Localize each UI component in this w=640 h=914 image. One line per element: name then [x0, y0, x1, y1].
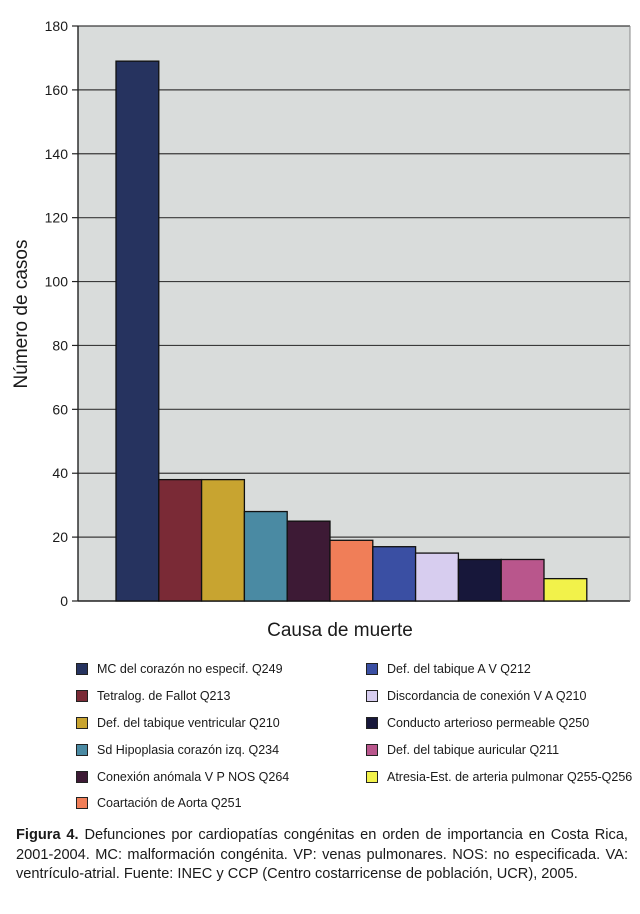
legend-swatch	[366, 663, 378, 676]
legend-item: Def. del tabique auricular Q211	[366, 736, 636, 763]
legend-item: Tetralog. de Fallot Q213	[76, 683, 366, 710]
legend-swatch	[366, 716, 378, 729]
legend-label: Atresia-Est. de arteria pulmonar Q255-Q2…	[387, 769, 633, 784]
caption-label: Figura 4.	[16, 827, 79, 843]
legend-label: Sd Hipoplasia corazón izq. Q234	[97, 742, 280, 757]
y-axis-title: Número de casos	[11, 240, 32, 389]
bar-8	[414, 552, 460, 602]
bar-11	[543, 577, 588, 602]
legend-item: Discordancia de conexión V A Q210	[366, 683, 636, 710]
bar-4	[243, 510, 288, 602]
legend-swatch	[76, 716, 88, 729]
legend-label: Def. del tabique ventricular Q210	[97, 715, 280, 730]
legend-label: Conexión anómala V P NOS Q264	[97, 769, 290, 784]
y-tick-label: 120	[45, 210, 69, 226]
legend-item: Atresia-Est. de arteria pulmonar Q255-Q2…	[366, 763, 636, 790]
legend-label: Def. del tabique auricular Q211	[387, 742, 560, 757]
legend-swatch	[366, 770, 378, 783]
legend-swatch	[76, 797, 88, 810]
legend-swatch	[76, 743, 88, 756]
bar-3	[200, 478, 246, 602]
legend-label: Def. del tabique A V Q212	[387, 662, 531, 677]
legend-label: MC del corazón no especif. Q249	[97, 662, 283, 677]
bar-10	[500, 558, 545, 602]
y-tick-label: 160	[45, 82, 69, 98]
y-tick-label: 180	[45, 18, 69, 34]
legend-label: Tetralog. de Fallot Q213	[97, 689, 231, 704]
bar-1	[115, 60, 160, 602]
y-tick-label: 20	[52, 529, 68, 545]
legend-label: Conducto arterioso permeable Q250	[387, 715, 590, 730]
legend-swatch	[76, 770, 88, 783]
y-tick-label: 60	[52, 401, 68, 417]
figure-caption: Figura 4. Defunciones por cardiopatías c…	[16, 826, 628, 885]
legend-swatch	[76, 663, 88, 676]
bar-5	[286, 520, 331, 602]
legend-item: Conducto arterioso permeable Q250	[366, 710, 636, 737]
bar-7	[372, 546, 417, 602]
plot-area: 0 20 40 60 80 100 120 140 160 180	[45, 18, 631, 609]
legend-item: Coartación de Aorta Q251	[76, 790, 366, 817]
legend-swatch	[366, 743, 378, 756]
legend-label: Coartación de Aorta Q251	[97, 796, 242, 811]
legend-swatch	[76, 690, 88, 703]
y-tick-label: 40	[52, 465, 68, 481]
legend-label: Discordancia de conexión V A Q210	[387, 689, 587, 704]
y-tick-label: 100	[45, 274, 69, 290]
legend-item: Def. del tabique A V Q212	[366, 656, 636, 683]
legend-item: MC del corazón no especif. Q249	[76, 656, 366, 683]
legend-item: Conexión anómala V P NOS Q264	[76, 763, 366, 790]
legend-swatch	[366, 690, 378, 703]
x-axis-title: Causa de muerte	[267, 620, 413, 641]
legend-item: Def. del tabique ventricular Q210	[76, 710, 366, 737]
bar-2	[158, 478, 203, 602]
legend-item: Sd Hipoplasia corazón izq. Q234	[76, 736, 366, 763]
bar-chart: 0 20 40 60 80 100 120 140 160 180 Número de casos…	[11, 18, 631, 641]
y-tick-label: 80	[52, 337, 68, 353]
bar-6	[329, 539, 374, 602]
bar-9	[457, 558, 502, 602]
caption-text: Defunciones por cardiopatías congénitas …	[16, 827, 628, 882]
legend: MC del corazón no especif. Q249 Tetralog.…	[76, 656, 636, 814]
y-tick-label: 140	[45, 146, 69, 162]
y-tick-label: 0	[60, 593, 68, 609]
